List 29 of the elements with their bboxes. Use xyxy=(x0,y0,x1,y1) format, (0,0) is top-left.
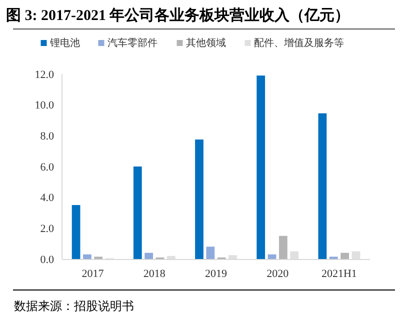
bar xyxy=(133,166,142,259)
x-tick-label: 2017 xyxy=(82,268,104,280)
x-tick-label: 2020 xyxy=(266,268,290,280)
y-tick-label: 8.0 xyxy=(40,130,54,143)
bar xyxy=(268,254,276,259)
bar xyxy=(83,254,92,259)
bar xyxy=(206,246,215,259)
y-tick-label: 0.0 xyxy=(40,254,54,266)
x-tick-label: 2021H1 xyxy=(321,268,357,280)
bar xyxy=(278,236,288,259)
bar xyxy=(72,205,80,259)
y-tick-label: 10.0 xyxy=(34,100,54,112)
bar xyxy=(256,76,266,259)
x-tick-label: 2018 xyxy=(143,268,166,280)
bar xyxy=(144,252,154,259)
legend-label: 汽车零部件 xyxy=(107,37,158,49)
bar xyxy=(340,252,349,259)
y-tick-label: 6.0 xyxy=(40,161,54,174)
y-tick-label: 12.0 xyxy=(34,68,54,81)
legend-label: 配件、增值及服务等 xyxy=(254,37,344,49)
chart-title: 图 3: 2017-2021 年公司各业务板块营业收入（亿元） xyxy=(6,7,350,24)
source-note: 数据来源：招股说明书 xyxy=(14,299,134,313)
x-tick-label: 2019 xyxy=(205,268,228,280)
y-tick-label: 4.0 xyxy=(40,192,54,204)
y-tick-label: 2.0 xyxy=(40,223,54,236)
bar xyxy=(195,140,204,259)
bar xyxy=(318,113,327,259)
legend-label: 其他领域 xyxy=(186,37,226,49)
legend-label: 锂电池 xyxy=(48,37,80,49)
